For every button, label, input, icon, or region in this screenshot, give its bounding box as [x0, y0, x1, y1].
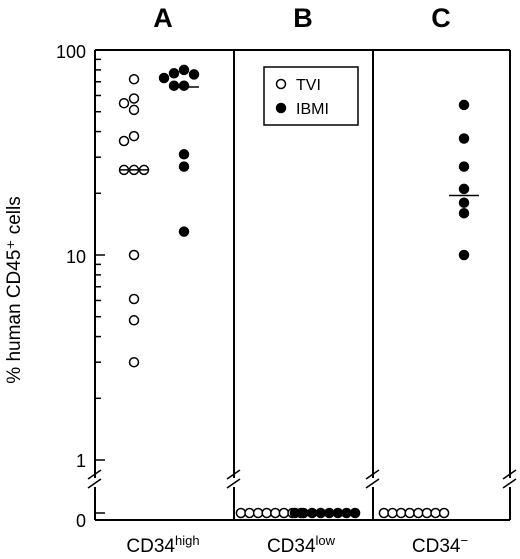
point-ibmi [458, 197, 470, 208]
y-tick-label-100: 100 [56, 42, 86, 62]
point-tvi-zero [261, 507, 272, 519]
point-tvi [128, 93, 140, 104]
point-tvi-zero [387, 507, 398, 519]
y-tick-label-0: 0 [76, 511, 86, 531]
category-label-cd34-neg: CD34− [412, 533, 468, 557]
point-tvi-zero [278, 507, 290, 519]
point-tvi [128, 73, 140, 85]
point-ibmi-zero [306, 507, 318, 519]
y-tick-label-1: 1 [76, 451, 86, 471]
legend-label-ibmi: IBMI [296, 101, 329, 118]
point-tvi-zero [378, 507, 390, 519]
point-ibmi-zero [324, 507, 335, 519]
point-tvi-zero [430, 507, 441, 519]
category-label-cd34-high: CD34high [126, 533, 199, 557]
point-tvi-zero [235, 507, 247, 519]
point-ibmi [178, 149, 190, 160]
point-tvi-zero [270, 507, 281, 519]
point-tvi-zero [395, 507, 407, 519]
point-tvi-zero [438, 507, 450, 519]
point-ibmi [158, 72, 170, 84]
point-tvi [128, 130, 140, 142]
point-tvi [118, 135, 130, 147]
point-tvi-zero [413, 507, 424, 519]
data-marks [118, 64, 479, 519]
point-ibmi [458, 183, 470, 195]
point-tvi-zero [244, 507, 255, 519]
point-ibmi [178, 161, 190, 172]
y-ticks [95, 49, 105, 514]
panel-letter-a: A [153, 3, 173, 33]
point-tvi [128, 293, 140, 305]
point-ibmi [178, 226, 190, 237]
legend-box [263, 66, 359, 126]
point-ibmi [458, 99, 470, 111]
legend-marker-ibmi [275, 102, 287, 114]
point-ibmi [458, 249, 470, 261]
legend: TVI IBMI [263, 66, 359, 126]
point-ibmi [178, 80, 190, 91]
category-label-cd34-low: CD34low [267, 533, 336, 557]
point-ibmi [458, 207, 470, 219]
y-tick-label-10: 10 [66, 247, 86, 267]
point-ibmi [458, 161, 470, 172]
axis-break-marks [87, 469, 517, 489]
point-ibmi-zero [315, 507, 326, 519]
point-ibmi [458, 133, 470, 144]
panel-letter-b: B [293, 3, 313, 33]
point-tvi [128, 315, 140, 326]
point-tvi-zero [404, 507, 415, 519]
point-ibmi-zero [289, 507, 301, 519]
point-tvi-zero [252, 507, 264, 519]
legend-label-tvi: TVI [296, 77, 321, 94]
point-ibmi-zero [349, 507, 361, 519]
point-tvi [128, 104, 140, 116]
panel-letter-c: C [431, 3, 451, 33]
point-tvi-zero [421, 507, 433, 519]
point-ibmi [168, 68, 180, 79]
point-tvi [128, 356, 140, 368]
point-ibmi [188, 69, 200, 80]
point-tvi [128, 249, 140, 261]
y-axis-label: % human CD45⁺ cells [4, 196, 25, 383]
point-ibmi-zero [341, 507, 352, 519]
y-axis: 100 10 1 0 % human CD45⁺ cells [4, 42, 105, 531]
point-ibmi [168, 80, 180, 91]
point-ibmi [178, 64, 190, 76]
legend-marker-tvi [275, 78, 287, 90]
point-tvi [118, 97, 130, 109]
point-ibmi-zero [332, 507, 344, 519]
point-ibmi-zero [298, 507, 309, 519]
